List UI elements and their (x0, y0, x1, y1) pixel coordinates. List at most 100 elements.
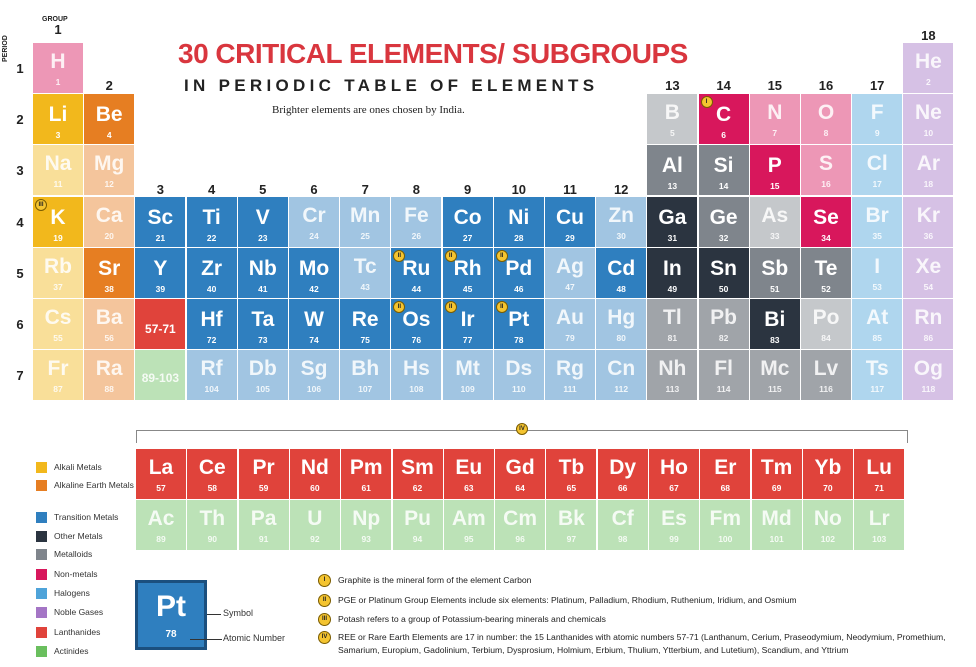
atomic-number: 56 (104, 333, 114, 343)
atomic-number: 11 (53, 179, 63, 190)
atomic-number: 23 (258, 232, 268, 243)
atomic-number: 4 (106, 130, 112, 141)
element-mc: Mc 115 (749, 350, 800, 401)
atomic-number: 78 (514, 335, 524, 345)
element-al: Al 13 (647, 145, 698, 196)
element-br: Br 35 (852, 196, 903, 247)
element-li: Li 3 (33, 94, 83, 145)
element-symbol: Ga (658, 205, 687, 229)
atomic-number: 110 (511, 384, 526, 395)
element-symbol: Cu (556, 205, 584, 229)
note-badge: II (393, 301, 406, 313)
period-label-3: 3 (16, 163, 24, 179)
group-label-12: 12 (613, 182, 629, 197)
element-symbol: Y (153, 256, 168, 280)
element-symbol: Fm (709, 507, 742, 530)
element-symbol: Am (451, 507, 486, 530)
element-symbol: Cm (503, 507, 538, 530)
atomic-number: 37 (53, 281, 63, 292)
element-po: Po 84 (801, 299, 851, 349)
atomic-number: 64 (515, 483, 525, 493)
element-th: Th 90 (187, 500, 238, 550)
atomic-number: 80 (616, 333, 626, 343)
atomic-number: 107 (358, 384, 373, 395)
element-sm: Sm 62 (392, 449, 443, 499)
page-title: 30 CRITICAL ELEMENTS/ SUBGROUPS (178, 38, 688, 69)
element-symbol: Rf (200, 357, 223, 381)
element-se: Se 34 (801, 196, 851, 247)
atomic-number: 99 (669, 534, 679, 544)
element-symbol: Ir (460, 308, 475, 331)
element-sg: Sg 106 (289, 350, 339, 401)
element-am: Am 95 (443, 500, 494, 550)
atomic-number: 58 (207, 483, 218, 493)
element-na: Na 11 (33, 145, 83, 196)
atomic-number: 83 (770, 335, 780, 345)
atomic-number: 86 (923, 333, 934, 343)
atomic-number: 104 (204, 384, 219, 395)
element-symbol: Co (453, 205, 482, 229)
element-symbol: Au (556, 306, 584, 329)
atomic-number: 9 (874, 128, 880, 139)
element-symbol: Eu (455, 456, 483, 479)
tagline: Brighter elements are ones chosen by Ind… (272, 104, 465, 116)
note-text: REE or Rare Earth Elements are 17 in num… (338, 632, 946, 655)
element-symbol: Gd (505, 456, 535, 479)
element-symbol: Nb (248, 256, 277, 280)
element-be: Be 4 (84, 94, 135, 145)
atomic-number: 36 (923, 230, 934, 241)
atomic-number: 115 (767, 384, 782, 395)
element-symbol: S (818, 152, 833, 176)
element-symbol: Og (913, 357, 943, 381)
element-symbol: Ts (865, 357, 889, 381)
element-la: La 57 (136, 449, 186, 499)
element-symbol: Fr (47, 357, 69, 381)
element-symbol: La (148, 456, 174, 479)
atomic-number: 68 (720, 483, 731, 493)
element-symbol: Ac (147, 507, 175, 530)
element-symbol: Mn (350, 203, 381, 227)
element-symbol: Mt (455, 357, 480, 381)
atomic-number: 66 (617, 483, 628, 493)
element-db: Db 105 (237, 350, 288, 401)
key-number: 78 (165, 629, 177, 640)
group-label-15: 15 (767, 78, 783, 93)
element-symbol: Rh (453, 256, 482, 280)
element-xe: Xe 54 (903, 247, 954, 298)
group-label-1: 1 (54, 22, 62, 37)
atomic-number: 22 (206, 232, 217, 243)
element-symbol: U (307, 507, 323, 530)
legend-label: Non-metals (54, 569, 98, 579)
note-badge: II (444, 301, 457, 313)
element-symbol: Lv (813, 357, 839, 381)
atomic-number: 3 (55, 130, 61, 141)
note-text: Graphite is the mineral form of the elem… (338, 575, 532, 585)
note-badge: II (393, 249, 406, 262)
element-symbol: Be (95, 103, 123, 127)
group-label-14: 14 (716, 78, 731, 93)
element-symbol: Na (44, 152, 72, 176)
element-symbol: Os (402, 308, 431, 331)
element-fr: Fr 87 (33, 350, 83, 401)
atomic-number: 114 (716, 384, 731, 395)
element-symbol: Kr (916, 203, 941, 227)
element-nd: Nd 60 (289, 449, 340, 499)
atomic-number: 67 (669, 483, 679, 493)
note-badge: I (318, 574, 331, 587)
element-ge: Ge 32 (698, 196, 749, 247)
element-mo: Mo 42 (289, 247, 339, 298)
element-ne: Ne 10 (903, 94, 954, 145)
atomic-number: 26 (411, 230, 422, 241)
element-ga: Ga 31 (647, 196, 698, 247)
atomic-number: 105 (255, 384, 270, 395)
element-symbol: Dy (609, 456, 637, 479)
atomic-number: 25 (360, 230, 370, 241)
element-symbol: F (870, 101, 884, 125)
atomic-number: 87 (53, 384, 63, 395)
element-symbol: B (664, 101, 680, 125)
element-bh: Bh 107 (340, 350, 391, 401)
group-label-7: 7 (361, 182, 369, 197)
element-symbol: I (874, 254, 881, 278)
note-badge: I (700, 96, 713, 109)
